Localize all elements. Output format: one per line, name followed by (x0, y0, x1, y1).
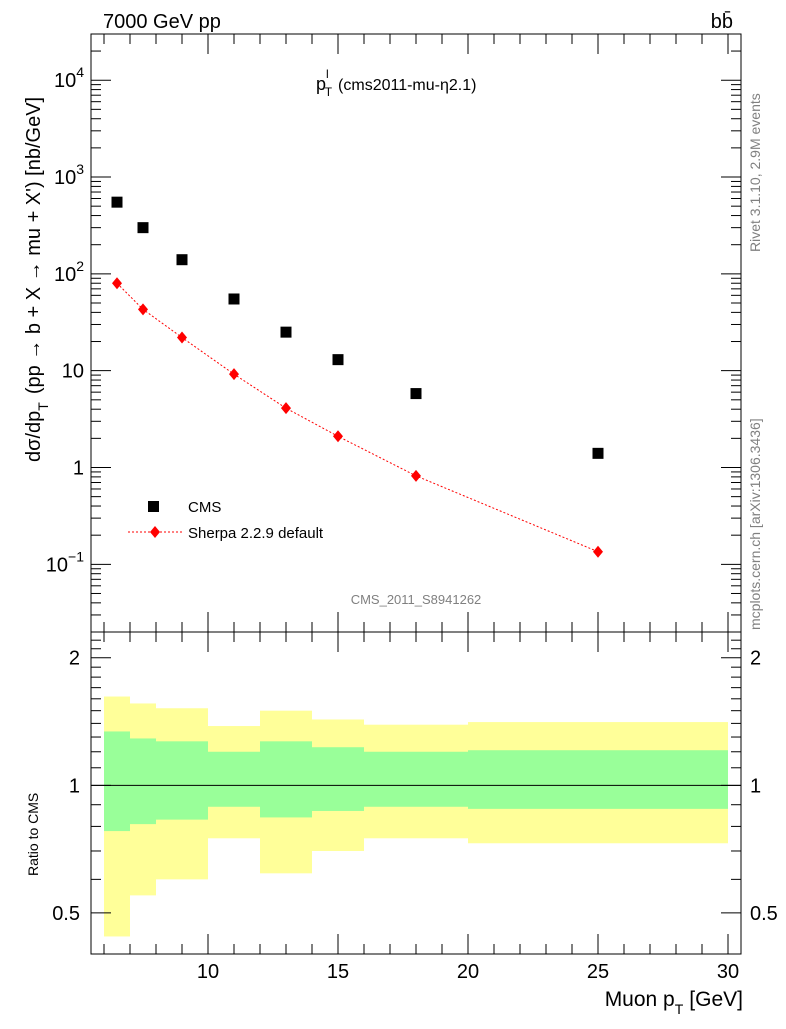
sherpa-point (177, 331, 187, 344)
ratio-tick-label-left: 2 (69, 648, 80, 670)
x-tick-label: 20 (457, 961, 479, 983)
x-label-sub: T (675, 1001, 684, 1017)
y-tick-base: 10 (54, 167, 76, 189)
cms-point (332, 354, 344, 366)
ratio-y-ticks (91, 631, 741, 955)
cms-point (592, 447, 604, 459)
y-label-main: dσ/dp (23, 411, 45, 462)
ratio-y-tick-labels: 0.5 0.5 1 1 2 2 (52, 648, 778, 925)
y-tick-base: 10 (46, 554, 68, 576)
mcplots-label: mcplots.cern.ch [arXiv:1306.3436] (747, 418, 763, 630)
sherpa-line (116, 282, 599, 553)
y-tick-label: 10−1 (46, 548, 84, 576)
green-band-bin (156, 741, 208, 820)
green-band-bin (260, 741, 312, 818)
green-band-bin (312, 747, 364, 811)
title-main: p (316, 74, 326, 94)
x-tick-label: 30 (717, 961, 739, 983)
y-tick-base: 10 (54, 70, 76, 92)
rivet-label: Rivet 3.1.10, 2.9M events (747, 93, 763, 252)
title-sub: T (325, 85, 333, 99)
cms-point (111, 196, 123, 208)
ratio-y-label: Ratio to CMS (25, 793, 41, 876)
y-tick-label: 10 (62, 361, 84, 383)
legend-cms-label: CMS (188, 499, 221, 516)
x-tick-label: 25 (587, 961, 609, 983)
y-tick-label: 104 (54, 64, 84, 92)
data-points (111, 196, 604, 558)
y-label-sub: T (35, 402, 51, 411)
x-axis-label: Muon pT [GeV] (605, 988, 743, 1017)
y-tick-exponent: −1 (68, 548, 84, 564)
ratio-tick-label-left: 0.5 (52, 903, 80, 925)
green-band-bin (468, 750, 728, 809)
y-label-rest: (pp → b + X → mu + X') [nb/GeV] (23, 97, 45, 394)
x-ticks (103, 34, 729, 954)
y-tick-base: 10 (54, 264, 76, 286)
green-band-bin (208, 751, 260, 807)
y-tick-base: 10 (62, 361, 84, 383)
sherpa-point (229, 368, 239, 381)
cms-point (228, 293, 240, 305)
y-tick-label: 102 (54, 258, 84, 286)
sherpa-point (138, 303, 148, 316)
ratio-tick-label-right: 1 (750, 775, 761, 797)
cms-point (137, 222, 149, 234)
y-tick-exponent: 2 (76, 258, 84, 274)
plot-title: pl T (cms2011-mu-η2.1) (316, 67, 476, 99)
ratio-tick-label-right: 0.5 (750, 903, 778, 925)
legend-cms-marker (148, 501, 159, 512)
y-tick-exponent: 3 (76, 161, 84, 177)
sherpa-point (112, 277, 122, 290)
main-panel-frame (90, 33, 742, 633)
sherpa-point (411, 469, 421, 482)
legend: CMS Sherpa 2.2.9 default (128, 499, 324, 542)
sherpa-point (333, 430, 343, 443)
cms-point (176, 254, 188, 266)
green-band-bin (364, 751, 468, 807)
green-band-bin (130, 738, 156, 825)
x-tick-labels: 10 15 20 25 30 (197, 961, 739, 983)
analysis-watermark: CMS_2011_S8941262 (351, 592, 482, 607)
green-band-bin (104, 731, 130, 832)
legend-sherpa-label: Sherpa 2.2.9 default (188, 525, 324, 542)
y-tick-exponent: 4 (76, 64, 84, 80)
ratio-bands (104, 696, 728, 937)
y-tick-label: 103 (54, 161, 84, 189)
y-tick-base: 1 (73, 457, 84, 479)
energy-label: 7000 GeV pp (103, 11, 221, 33)
main-y-label: dσ/dpT (pp → b + X → mu + X') [nb/GeV] (23, 97, 51, 462)
sherpa-point (593, 545, 603, 558)
legend-sherpa-marker (150, 526, 160, 538)
cms-point (280, 326, 292, 338)
title-rest: (cms2011-mu-η2.1) (338, 77, 476, 94)
x-label-rest: [GeV] (689, 988, 743, 1011)
x-tick-label: 15 (327, 961, 349, 983)
sherpa-point (281, 402, 291, 415)
y-tick-label: 1 (73, 457, 84, 479)
ratio-tick-label-right: 2 (750, 648, 761, 670)
process-label: bb̄ (711, 10, 733, 33)
title-sup: l (326, 67, 329, 81)
ratio-tick-label-left: 1 (69, 775, 80, 797)
cms-point (410, 388, 422, 400)
x-tick-label: 10 (197, 961, 219, 983)
x-label-main: Muon p (605, 988, 675, 1011)
main-y-ticks (91, 33, 741, 633)
